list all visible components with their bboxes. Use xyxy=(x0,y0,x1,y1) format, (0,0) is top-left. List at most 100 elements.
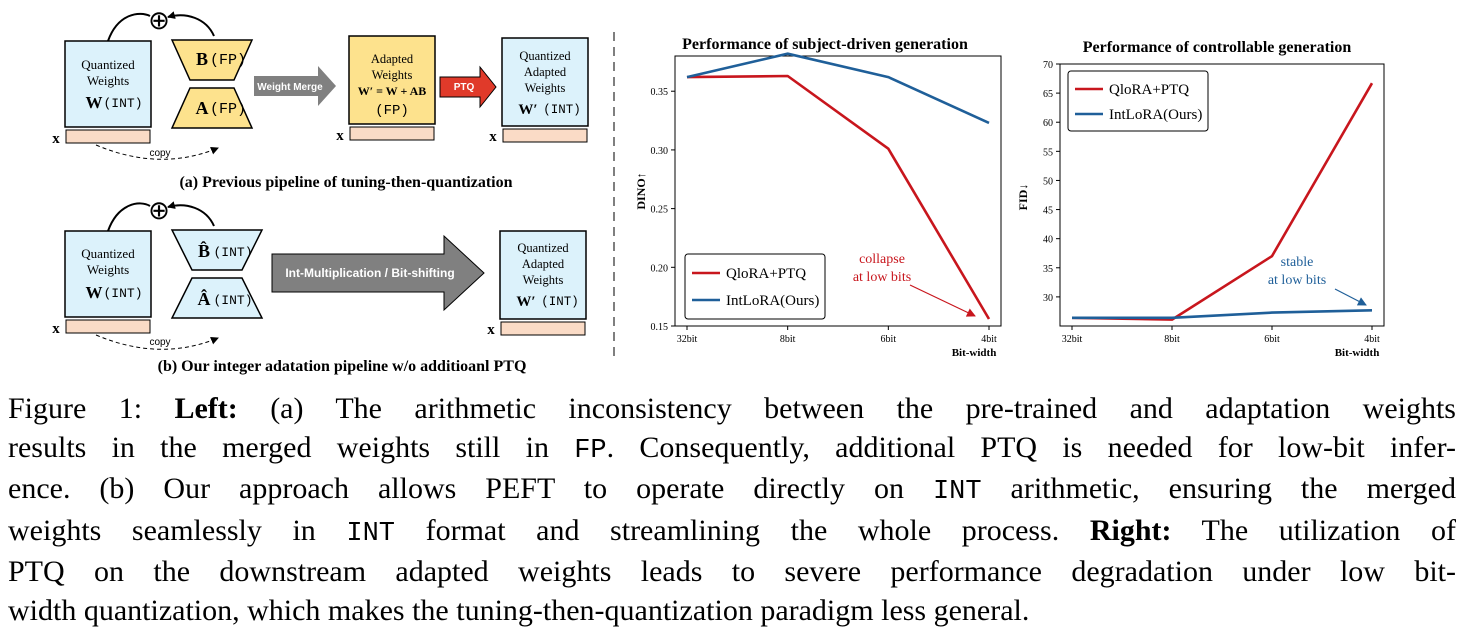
input-bar xyxy=(502,128,588,143)
y-axis-label: DINO↑ xyxy=(634,172,648,209)
chart-title: Performance of controllable generation xyxy=(1083,39,1352,56)
box-text: Weights xyxy=(525,81,566,95)
caption-line: Figure 1: Left: (a) The arithmetic incon… xyxy=(8,390,1456,429)
quantized-adapted-weights-box xyxy=(501,37,589,127)
figure-canvas: ⊕ Quantized Weights W (INT) x B (FP) A (… xyxy=(52,6,1385,375)
box-text: Weights xyxy=(87,73,129,88)
caption-text: Figure 1: xyxy=(8,392,175,425)
plus-icon: ⊕ xyxy=(148,6,170,35)
caption-bold: Left: xyxy=(174,392,238,425)
x-tick-label: 6bit xyxy=(881,334,897,345)
input-x-label: x xyxy=(52,321,60,337)
y-tick-label: 30 xyxy=(1043,293,1053,304)
caption-line: width quantization, which makes the tuni… xyxy=(8,593,1030,627)
input-x-label: x xyxy=(489,129,497,145)
box-text: Weights xyxy=(372,68,413,82)
annotation-stable: stable xyxy=(1281,255,1314,270)
caption-code: FP xyxy=(574,435,607,466)
quantized-weights-box xyxy=(64,230,152,318)
legend xyxy=(1067,70,1209,132)
caption-code: INT xyxy=(932,477,982,507)
y-tick-label: 35 xyxy=(1043,264,1053,275)
y-tick-label: 50 xyxy=(1043,176,1053,187)
plus-icon: ⊕ xyxy=(148,196,170,225)
copy-label: copy xyxy=(149,337,170,348)
x-tick-label: 6bit xyxy=(1264,334,1280,345)
a-matrix-label: A xyxy=(196,98,209,118)
subfigure-caption-b: (b) Our integer adatation pipeline w/o a… xyxy=(158,358,527,375)
b-hat-matrix-label: B̂ xyxy=(198,241,210,261)
series-line-intlora xyxy=(1072,309,1373,320)
x-tick-label: 4bit xyxy=(981,334,997,345)
quantized-adapted-weights-box xyxy=(499,230,587,320)
subfigure-caption-a: (a) Previous pipeline of tuning-then-qua… xyxy=(179,174,512,191)
x-tick-label: 8bit xyxy=(780,334,796,345)
weight-symbol: W′ xyxy=(518,102,537,118)
x-tick-label: 32bit xyxy=(677,334,698,345)
weight-merge-arrow xyxy=(254,66,336,106)
caption-text: arithmetic, ensuring the merged xyxy=(981,472,1456,505)
figure-caption: Figure 1: Left: (a) The arithmetic incon… xyxy=(8,390,1456,630)
caption-line: results in the merged weights still in F… xyxy=(8,429,1456,471)
caption-code: INT xyxy=(346,518,396,549)
y-tick-label: 0.25 xyxy=(651,205,669,216)
input-x-label: x xyxy=(487,322,495,338)
y-tick-label: 0.30 xyxy=(651,146,669,157)
type-label: (INT) xyxy=(103,96,142,111)
figure-1: ⊕ Quantized Weights W (INT) x B (FP) A (… xyxy=(52,6,1385,375)
box-text: Quantized xyxy=(81,57,135,72)
pipeline-b: ⊕ Quantized Weights W (INT) x B̂ (INT) Â… xyxy=(52,196,587,375)
caption-text: format and streamlining the whole proces… xyxy=(395,513,1090,547)
input-x-label: x xyxy=(52,131,60,147)
caption-bold: Right: xyxy=(1089,513,1172,547)
y-tick-label: 0.35 xyxy=(651,87,669,98)
annotation-arrow xyxy=(1334,288,1367,306)
plot-frame xyxy=(674,55,1002,327)
type-label: (FP) xyxy=(375,103,409,119)
input-bar xyxy=(349,126,435,141)
tick-group: 30 35 40 45 50 55 60 65 70 32bit 8bit 6bit 4bit xyxy=(1043,60,1380,345)
x-tick-label: 4bit xyxy=(1364,334,1380,345)
input-bar xyxy=(500,321,586,336)
series-group xyxy=(1071,82,1374,321)
ptq-arrow xyxy=(439,65,497,109)
legend xyxy=(684,253,826,320)
y-tick-label: 65 xyxy=(1043,89,1053,100)
chart-title: Performance of subject-driven generation xyxy=(682,36,968,53)
box-text: Quantized xyxy=(519,49,571,63)
type-label: (FP) xyxy=(210,101,246,118)
y-tick-label: 60 xyxy=(1043,118,1053,129)
x-axis-label: Bit-width xyxy=(1335,347,1380,359)
merge-formula: W′ = W + AB xyxy=(358,84,427,98)
type-label: (INT) xyxy=(103,286,142,301)
annotation-collapse: at low bits xyxy=(853,270,911,285)
caption-line: weights seamlessly in INT format and str… xyxy=(8,512,1456,554)
merge-curve-left xyxy=(107,12,151,42)
x-tick-label: 32bit xyxy=(1062,334,1083,345)
y-tick-label: 0.15 xyxy=(651,322,669,333)
pipeline-a: ⊕ Quantized Weights W (INT) x B (FP) A (… xyxy=(52,6,589,191)
int-multiplication-arrow xyxy=(271,234,485,312)
type-label: (INT) xyxy=(213,245,252,260)
x-tick-label: 8bit xyxy=(1164,334,1180,345)
series-line-qlora-ptq xyxy=(686,74,991,320)
caption-text: results in the merged weights still in xyxy=(8,430,575,464)
chart-subject-driven: Performance of subject-driven generation… xyxy=(634,36,1002,359)
box-text: Quantized xyxy=(517,241,569,255)
chart-controllable: Performance of controllable generation F… xyxy=(1016,39,1385,359)
box-text: Weights xyxy=(523,273,564,287)
legend-label-intlora: IntLoRA(Ours) xyxy=(1109,107,1202,123)
caption-text: . Consequently, additional PTQ is needed… xyxy=(606,430,1456,464)
y-tick-label: 45 xyxy=(1043,206,1053,217)
a-hat-matrix-shape xyxy=(170,277,264,319)
merge-curve-right xyxy=(167,11,215,37)
y-tick-label: 55 xyxy=(1043,147,1053,158)
weight-merge-label: Weight Merge xyxy=(257,82,323,93)
annotation-collapse: collapse xyxy=(859,252,905,267)
caption-text: The utilization of xyxy=(1171,513,1456,547)
x-axis-label: Bit-width xyxy=(952,347,997,359)
y-axis-label: FID↓ xyxy=(1016,184,1030,211)
input-bar xyxy=(65,129,151,144)
input-bar xyxy=(65,319,151,334)
copy-label: copy xyxy=(149,148,170,159)
